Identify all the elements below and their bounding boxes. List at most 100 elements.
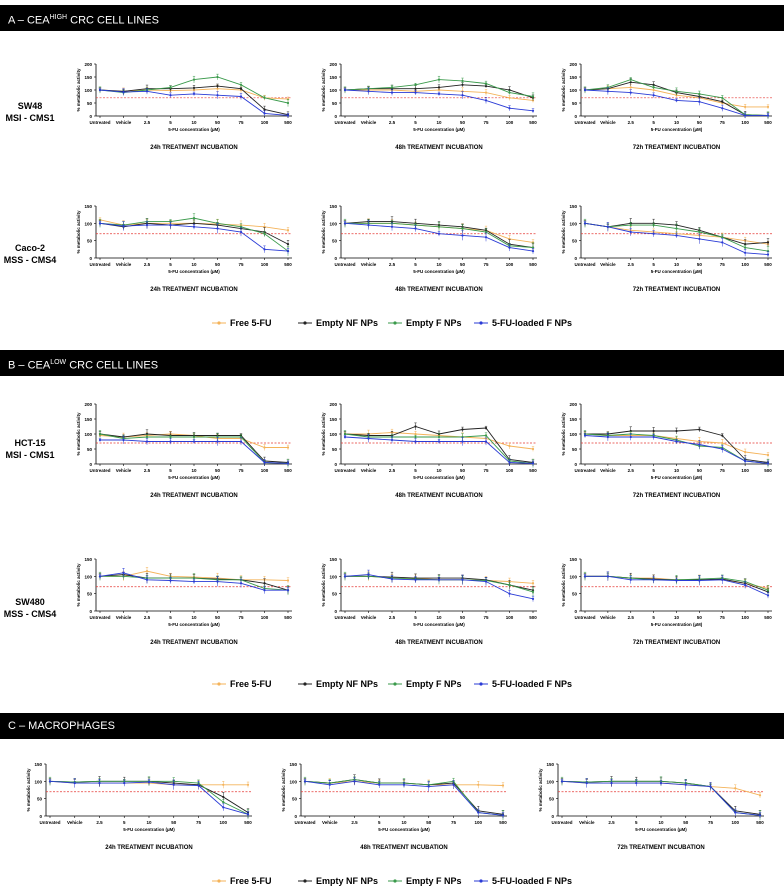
data-point-loaded-f-nps [508, 246, 511, 249]
data-point-empty-f-nps [98, 432, 102, 436]
chart-title: 24h TREATMENT INCUBATION [150, 145, 237, 151]
x-tick-label: 2.5 [628, 120, 635, 125]
data-point-empty-f-nps [698, 230, 701, 234]
data-point-empty-f-nps [239, 435, 243, 439]
x-tick-label: 75 [483, 615, 489, 620]
y-axis-label: % metabolic activity [561, 563, 566, 607]
x-tick-label: Untreated [334, 615, 355, 620]
data-point-empty-f-nps [531, 590, 535, 594]
data-point-empty-f-nps [192, 217, 196, 220]
x-tick-label: 100 [506, 615, 514, 620]
chart-panel-a-caco2-48h: 0 50 100 150% metabolic activity Untreated Ve… [305, 202, 545, 302]
y-tick-label: 0 [574, 609, 577, 614]
data-point-empty-f-nps [192, 435, 196, 439]
x-tick-label: 50 [215, 120, 221, 125]
x-tick-label: 5 [414, 468, 417, 473]
data-point-empty-f-nps [169, 86, 172, 89]
y-axis-label: % metabolic activity [321, 68, 326, 112]
y-tick-label: 0 [334, 462, 337, 467]
legend-a: Free 5-FU Empty NF NPs Empty F NPs 5-FU-loa… [0, 316, 784, 330]
section-title-prefix: C – MACROPHAGES [8, 720, 115, 732]
cell-line-subtype: MSS - CMS4 [3, 255, 57, 265]
data-point-loaded-f-nps [721, 241, 724, 244]
x-tick-label: 100 [731, 820, 739, 825]
data-point-loaded-f-nps [122, 571, 125, 574]
x-tick-label: Vehicle [361, 120, 377, 125]
data-point-empty-f-nps [675, 227, 678, 230]
data-point-empty-f-nps [461, 227, 464, 230]
x-tick-label: Vehicle [600, 120, 616, 125]
legend-marker-loaded-f-nps [479, 682, 483, 686]
data-point-loaded-f-nps [484, 580, 488, 583]
data-point-loaded-f-nps [766, 462, 770, 465]
data-point-loaded-f-nps [414, 91, 417, 94]
data-point-loaded-f-nps [531, 249, 535, 253]
data-point-loaded-f-nps [286, 589, 290, 592]
x-tick-label: 500 [529, 615, 537, 620]
chart-title: 48h TREATMENT INCUBATION [395, 640, 482, 646]
y-tick-label: 150 [34, 762, 42, 767]
data-point-free-5fu [216, 87, 219, 90]
x-tick-label: 10 [401, 820, 407, 825]
x-tick-label: 5 [652, 615, 655, 620]
y-tick-label: 200 [329, 402, 337, 407]
data-point-free-5fu [286, 579, 290, 582]
data-point-empty-nf-nps [263, 582, 266, 585]
x-tick-label: 2.5 [144, 615, 151, 620]
data-point-empty-f-nps [508, 91, 511, 94]
y-axis-label: % metabolic activity [561, 412, 566, 456]
data-point-loaded-f-nps [721, 447, 724, 451]
y-axis-label: % metabolic activity [76, 68, 81, 112]
x-tick-label: Untreated [294, 820, 315, 825]
data-point-loaded-f-nps [263, 112, 266, 115]
x-axis-label: 5-FU concentration (µM) [651, 127, 703, 132]
data-point-loaded-f-nps [239, 440, 243, 443]
x-tick-label: 100 [741, 615, 749, 620]
data-point-empty-f-nps [414, 435, 417, 439]
cell-line-name: SW48 [17, 101, 43, 111]
data-point-loaded-f-nps [675, 99, 678, 102]
data-point-loaded-f-nps [343, 575, 347, 578]
x-tick-label: Vehicle [116, 262, 132, 267]
data-point-loaded-f-nps [286, 462, 290, 465]
section-title-suffix: CRC CELL LINES [67, 14, 159, 27]
y-tick-label: 50 [87, 239, 93, 244]
y-tick-label: 50 [332, 239, 338, 244]
data-point-loaded-f-nps [652, 578, 655, 581]
section-title-prefix: A – CEA [8, 14, 50, 27]
section-header-b: B – CEALOW CRC CELL LINES [0, 350, 784, 376]
x-tick-label: 5 [652, 120, 655, 125]
legend-label-empty-nf-nps: Empty NF NPs [316, 876, 378, 886]
x-tick-label: 10 [191, 468, 197, 473]
data-point-free-5fu [531, 447, 535, 451]
x-tick-label: 10 [674, 262, 680, 267]
data-point-loaded-f-nps [698, 237, 701, 241]
data-point-empty-nf-nps [414, 425, 417, 428]
x-tick-label: Vehicle [116, 468, 132, 473]
data-point-loaded-f-nps [484, 440, 488, 443]
x-tick-label: 10 [436, 468, 442, 473]
chart-title: 48h TREATMENT INCUBATION [395, 493, 482, 499]
x-tick-label: 5 [652, 468, 655, 473]
data-point-loaded-f-nps [758, 814, 762, 817]
data-point-empty-f-nps [192, 576, 196, 580]
x-tick-label: 50 [215, 262, 221, 267]
x-tick-label: 100 [261, 468, 269, 473]
data-point-loaded-f-nps [531, 462, 535, 465]
data-point-loaded-f-nps [122, 90, 125, 94]
data-point-loaded-f-nps [583, 88, 587, 92]
data-point-loaded-f-nps [197, 784, 200, 787]
x-tick-label: 500 [499, 820, 507, 825]
series-line-empty-nf-nps [561, 780, 761, 815]
chart-title: 72h TREATMENT INCUBATION [633, 493, 720, 499]
chart-title: 72h TREATMENT INCUBATION [633, 145, 720, 151]
x-tick-label: 2.5 [96, 820, 103, 825]
data-point-free-5fu [766, 453, 770, 457]
data-point-empty-f-nps [508, 583, 511, 587]
data-point-free-5fu [286, 98, 290, 101]
data-point-loaded-f-nps [721, 578, 724, 581]
data-point-loaded-f-nps [652, 435, 655, 439]
data-point-loaded-f-nps [239, 230, 243, 234]
data-point-empty-f-nps [484, 230, 488, 234]
x-tick-label: 75 [720, 262, 726, 267]
